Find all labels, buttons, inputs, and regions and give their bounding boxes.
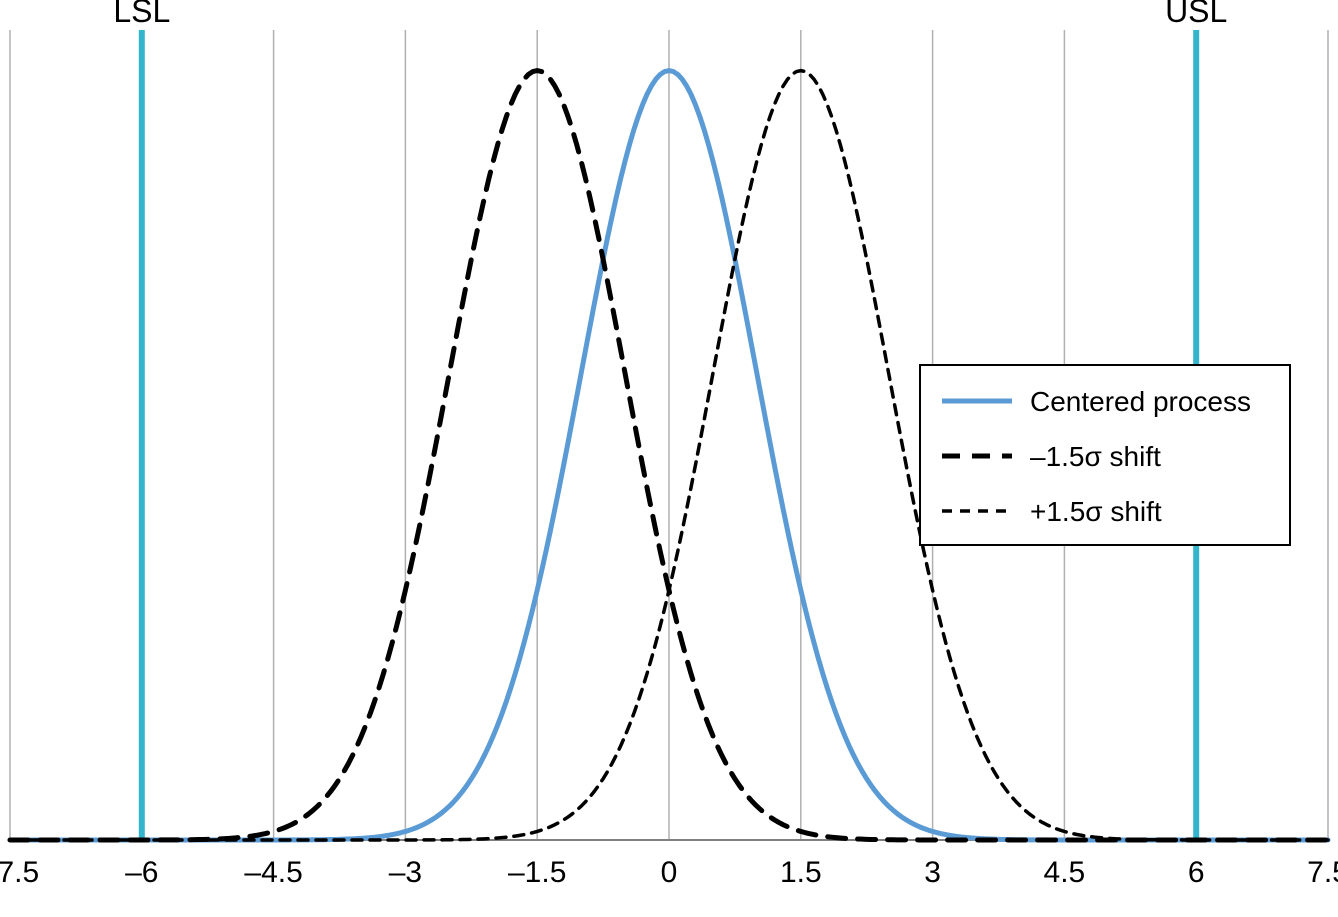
legend-label-centered: Centered process xyxy=(1030,386,1251,417)
legend-label-minus: –1.5σ shift xyxy=(1030,441,1161,472)
x-tick-label: 3 xyxy=(924,856,941,889)
x-tick-label: 4.5 xyxy=(1044,856,1086,889)
x-tick-label: –1.5 xyxy=(508,856,566,889)
x-tick-label: –3 xyxy=(389,856,422,889)
x-tick-label: 6 xyxy=(1188,856,1205,889)
x-tick-label: 0 xyxy=(661,856,678,889)
chart-svg: –7.5 –6 –4.5 –3 –1.5 0 1.5 3 4.5 6 7.5 LSL USL Center… xyxy=(0,0,1338,917)
x-tick-label: –7.5 xyxy=(0,856,39,889)
lsl-label: LSL xyxy=(113,0,170,29)
legend-label-plus: +1.5σ shift xyxy=(1030,496,1162,527)
x-tick-label: –6 xyxy=(125,856,158,889)
usl-label: USL xyxy=(1165,0,1227,29)
x-tick-label: 1.5 xyxy=(780,856,822,889)
legend: Centered process –1.5σ shift +1.5σ shift xyxy=(920,365,1290,545)
x-tick-label: 7.5 xyxy=(1307,856,1338,889)
x-tick-label: –4.5 xyxy=(244,856,302,889)
sigma-shift-chart: –7.5 –6 –4.5 –3 –1.5 0 1.5 3 4.5 6 7.5 LSL USL Center… xyxy=(0,0,1338,917)
